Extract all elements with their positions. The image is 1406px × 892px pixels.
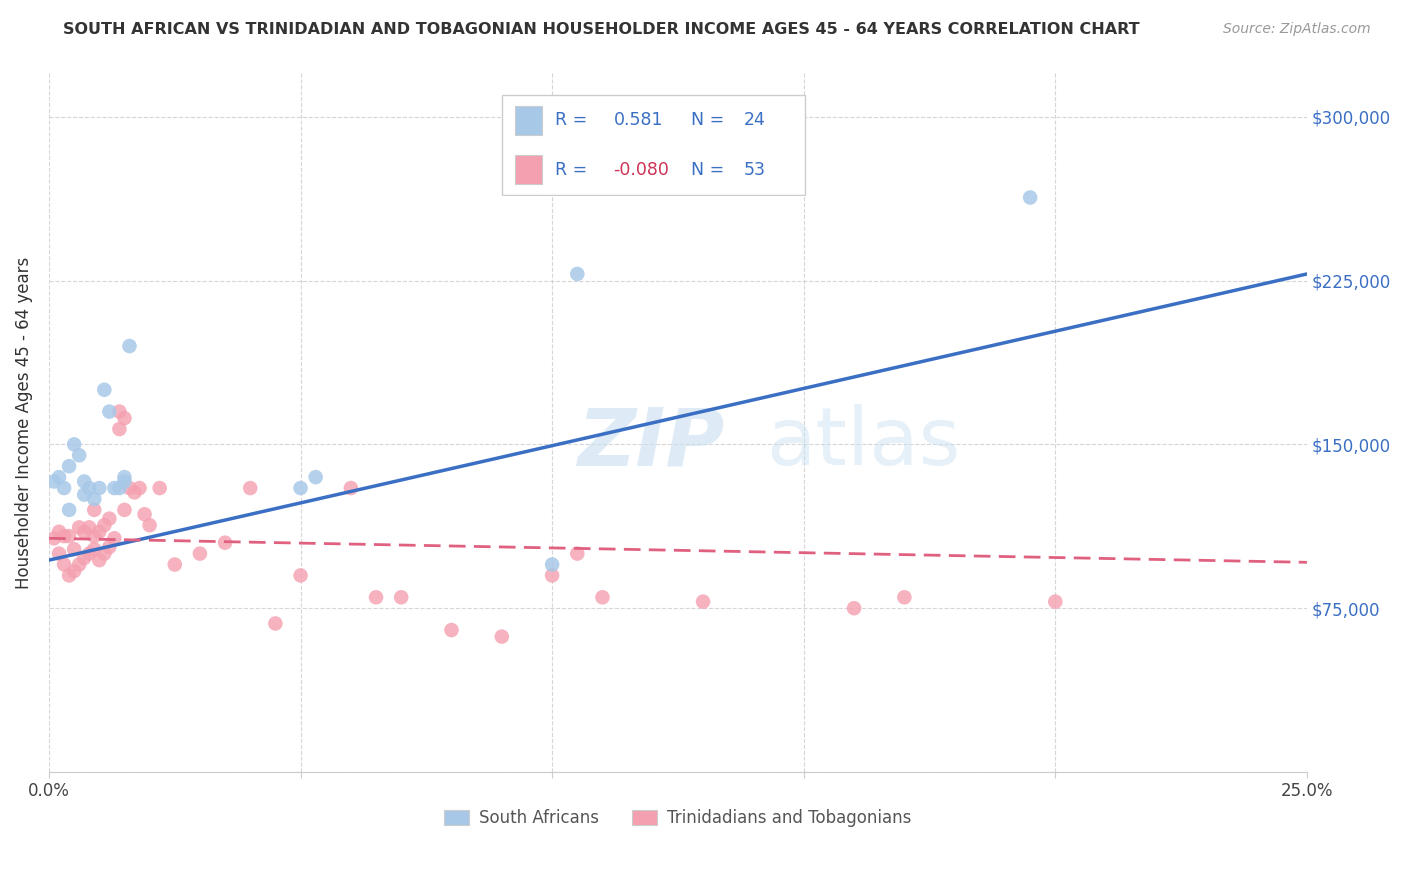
Point — [893, 591, 915, 605]
Text: R =: R = — [555, 161, 588, 178]
Point — [53, 481, 76, 495]
Point — [93, 518, 115, 533]
Point — [89, 553, 111, 567]
Point — [118, 481, 141, 495]
Text: 24: 24 — [744, 112, 765, 129]
Point — [77, 520, 100, 534]
Point — [124, 485, 146, 500]
Point — [98, 511, 121, 525]
Point — [83, 542, 105, 557]
Point — [83, 503, 105, 517]
Text: Source: ZipAtlas.com: Source: ZipAtlas.com — [1223, 22, 1371, 37]
Point — [58, 503, 80, 517]
Bar — [515, 106, 543, 135]
Point — [134, 508, 156, 522]
Point — [67, 448, 90, 462]
Point — [58, 459, 80, 474]
Point — [48, 547, 70, 561]
Point — [63, 564, 86, 578]
Text: -0.080: -0.080 — [613, 161, 669, 178]
Text: atlas: atlas — [766, 404, 960, 483]
Bar — [515, 155, 543, 184]
Point — [264, 616, 287, 631]
Point — [364, 591, 387, 605]
Point — [89, 481, 111, 495]
Text: ZIP: ZIP — [578, 404, 724, 483]
Point — [1045, 594, 1067, 608]
Point — [93, 547, 115, 561]
Point — [114, 411, 136, 425]
Point — [93, 383, 115, 397]
Point — [541, 558, 564, 572]
Point — [163, 558, 186, 572]
Text: 53: 53 — [744, 161, 765, 178]
Point — [290, 481, 312, 495]
Point — [128, 481, 150, 495]
Point — [692, 594, 714, 608]
Point — [48, 524, 70, 539]
Point — [103, 531, 125, 545]
Text: R =: R = — [555, 112, 588, 129]
Point — [77, 547, 100, 561]
Point — [77, 481, 100, 495]
Point — [42, 531, 65, 545]
Point — [440, 623, 463, 637]
Point — [73, 487, 96, 501]
Point — [188, 547, 211, 561]
Point — [1019, 190, 1042, 204]
Point — [239, 481, 262, 495]
Point — [567, 547, 589, 561]
Text: N =: N = — [690, 161, 724, 178]
Text: 0.581: 0.581 — [613, 112, 664, 129]
Point — [138, 518, 160, 533]
Point — [67, 558, 90, 572]
Point — [58, 568, 80, 582]
Point — [108, 404, 131, 418]
Point — [114, 503, 136, 517]
Point — [842, 601, 865, 615]
Point — [108, 422, 131, 436]
Point — [73, 524, 96, 539]
Point — [118, 339, 141, 353]
Text: SOUTH AFRICAN VS TRINIDADIAN AND TOBAGONIAN HOUSEHOLDER INCOME AGES 45 - 64 YEAR: SOUTH AFRICAN VS TRINIDADIAN AND TOBAGON… — [63, 22, 1140, 37]
Point — [114, 475, 136, 489]
Point — [149, 481, 172, 495]
Point — [290, 568, 312, 582]
Point — [83, 491, 105, 506]
Point — [73, 551, 96, 566]
Point — [567, 267, 589, 281]
Point — [340, 481, 363, 495]
Text: N =: N = — [690, 112, 724, 129]
Point — [591, 591, 613, 605]
Point — [541, 568, 564, 582]
Point — [491, 630, 513, 644]
Legend: South Africans, Trinidadians and Tobagonians: South Africans, Trinidadians and Tobagon… — [437, 802, 918, 834]
Point — [305, 470, 328, 484]
Point — [98, 404, 121, 418]
Point — [103, 481, 125, 495]
Point — [67, 520, 90, 534]
Point — [53, 529, 76, 543]
Point — [42, 475, 65, 489]
Point — [73, 475, 96, 489]
Point — [53, 558, 76, 572]
Point — [98, 540, 121, 554]
Point — [63, 437, 86, 451]
Point — [58, 529, 80, 543]
Point — [108, 481, 131, 495]
Point — [89, 524, 111, 539]
Point — [83, 529, 105, 543]
Y-axis label: Householder Income Ages 45 - 64 years: Householder Income Ages 45 - 64 years — [15, 256, 32, 589]
Point — [389, 591, 412, 605]
FancyBboxPatch shape — [502, 95, 806, 195]
Point — [214, 535, 236, 549]
Point — [63, 542, 86, 557]
Point — [114, 470, 136, 484]
Point — [48, 470, 70, 484]
